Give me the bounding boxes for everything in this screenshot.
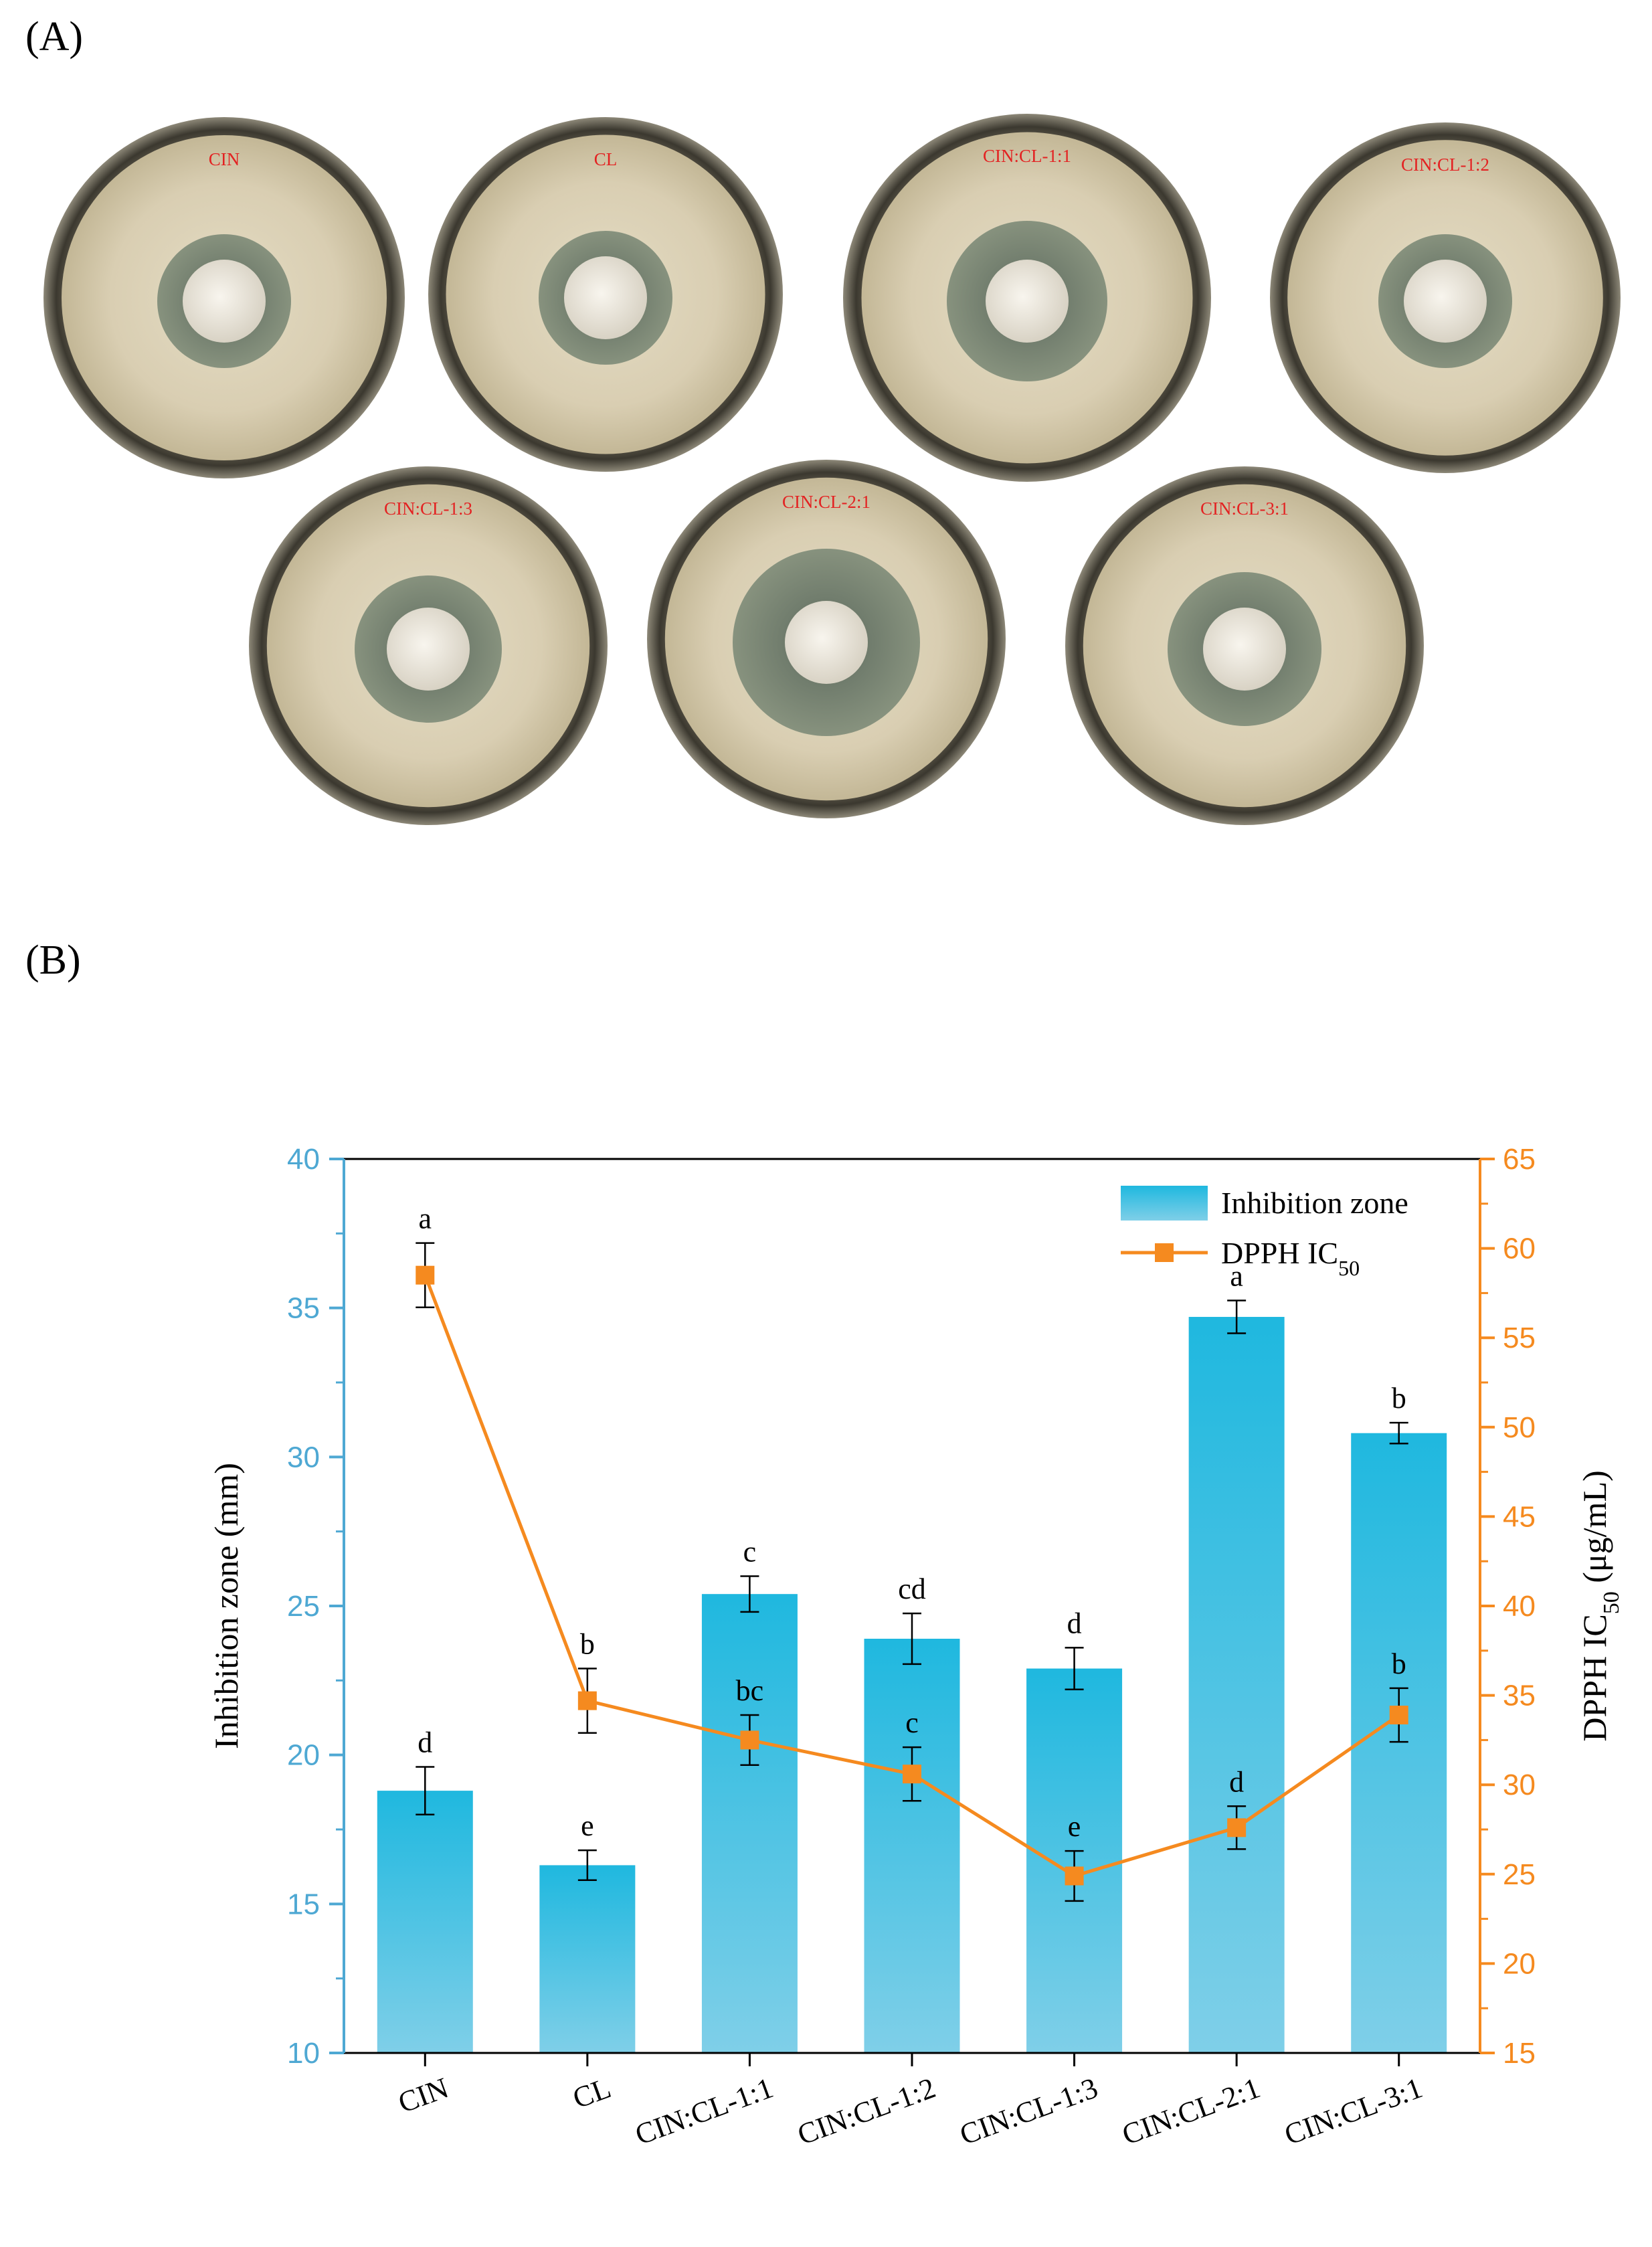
right-y-tick-label: 15 [1503,2037,1536,2070]
plate-label: CIN:CL-1:2 [1401,155,1489,175]
x-tick-label: CIN:CL-1:3 [955,2071,1102,2151]
petri-plates-photo: CIN CL CIN:CL-1:1 CIN:CL-1:2 CIN:CL-1:3 CIN:C… [43,114,1621,825]
plate-label: CIN:CL-1:1 [983,146,1071,166]
bar-error-bar [416,1766,435,1815]
bar-significance-letter: e [581,1809,594,1842]
line-significance-letter: c [905,1706,919,1739]
legend-line-label: DPPH IC50 [1221,1236,1360,1280]
legend: Inhibition zone DPPH IC50 [1121,1186,1408,1280]
right-y-tick-label: 35 [1503,1680,1536,1712]
paper-disk [183,260,266,343]
inhibition-bar [539,1865,636,2053]
legend-line-label-prefix: DPPH IC [1221,1236,1338,1270]
right-y-axis-title: DPPH IC50 (μg/mL) [1576,1470,1624,1741]
dpph-ic50-point [740,1730,759,1750]
left-y-tick-label: 10 [287,2037,320,2070]
line-significance-letter: e [1068,1810,1081,1843]
petri-plate: CIN [43,117,405,478]
plate-label: CIN:CL-2:1 [782,492,870,512]
paper-disk [387,608,470,691]
right-y-tick-label: 60 [1503,1233,1536,1265]
dpph-ic50-point [903,1765,921,1784]
plate-label: CL [594,149,618,169]
left-y-tick-label: 15 [287,1888,320,1920]
x-tick-label: CIN:CL-3:1 [1280,2071,1427,2151]
line-significance-letter: b [1392,1647,1406,1680]
right-y-axis-title-prefix: DPPH IC [1576,1614,1613,1741]
x-tick-label: CIN:CL-1:2 [794,2071,940,2151]
line-significance-letter: bc [736,1674,764,1707]
legend-bar-label: Inhibition zone [1221,1186,1408,1220]
left-y-tick-label: 25 [287,1590,320,1623]
inhibition-bar [864,1638,960,2053]
x-tick-label: CIN [394,2071,453,2119]
bar-error-bar [577,1849,597,1881]
bar-error-bar [1389,1421,1408,1445]
petri-plate: CIN:CL-2:1 [647,460,1006,818]
right-y-tick-label: 40 [1503,1590,1536,1623]
inhibition-bar [701,1594,798,2053]
line-significance-letter: b [580,1628,595,1661]
paper-disk [785,601,868,684]
inhibition-bar [377,1791,473,2053]
petri-plate: CIN:CL-1:2 [1270,122,1621,473]
left-y-tick-label: 30 [287,1441,320,1473]
x-tick-label: CL [569,2071,616,2115]
panel-a-label: (A) [25,14,84,60]
petri-plate: CIN:CL-3:1 [1065,466,1424,825]
petri-plate: CIN:CL-1:3 [249,466,608,825]
right-y-axis-title-sub: 50 [1599,1591,1624,1614]
petri-plate: CL [428,117,783,472]
bar-significance-letter: a [1230,1260,1243,1293]
bar-error-bar [903,1612,921,1666]
plate-label: CIN:CL-1:3 [384,499,472,519]
bar-error-bar [1227,1299,1247,1334]
inhibition-bar [1351,1433,1447,2053]
dpph-ic50-point [1227,1818,1247,1837]
x-tick-label: CIN:CL-2:1 [1118,2071,1265,2151]
dpph-ic50-point [416,1265,435,1285]
bar-significance-letter: d [418,1726,432,1759]
inhibition-bar [1188,1317,1285,2053]
plate-label: CIN [209,149,240,169]
bar-significance-letter: d [1067,1607,1082,1639]
legend-bar-swatch [1121,1186,1208,1221]
bar-significance-letter: b [1392,1382,1406,1415]
bar-significance-letter: c [743,1535,757,1568]
paper-disk [564,256,647,339]
line-significance-letter: d [1229,1765,1244,1798]
legend-line-label-sub: 50 [1338,1256,1360,1280]
paper-disk [1404,260,1487,343]
dpph-ic50-point [577,1691,597,1710]
dpph-ic50-point [1389,1705,1408,1724]
bar-significance-letter: cd [898,1572,926,1605]
dpph-ic50-point [1065,1866,1084,1886]
left-y-tick-label: 20 [287,1739,320,1772]
inhibition-dpph-chart: d e c cd d a b a b bc c e d b 10 15 20 25 30 35 40 15 20 25 30 35… [207,1143,1624,2151]
right-y-tick-label: 45 [1503,1500,1536,1533]
left-y-tick-label: 40 [287,1143,320,1176]
right-y-tick-label: 20 [1503,1947,1536,1980]
left-y-axis-title: Inhibition zone (mm) [207,1463,245,1749]
x-tick-label: CIN:CL-1:1 [631,2071,777,2151]
plate-label: CIN:CL-3:1 [1200,499,1289,519]
right-y-axis-title-suffix: (μg/mL) [1576,1470,1613,1591]
right-y-tick-label: 65 [1503,1143,1536,1176]
paper-disk [1203,608,1286,691]
bar-error-bar [740,1575,759,1613]
right-y-tick-label: 25 [1503,1858,1536,1891]
right-y-tick-label: 30 [1503,1769,1536,1801]
bar-error-bar [1065,1647,1084,1690]
panel-b-label: (B) [25,937,81,983]
left-y-tick-label: 35 [287,1292,320,1325]
right-y-tick-label: 50 [1503,1411,1536,1444]
paper-disk [986,260,1069,343]
right-y-tick-label: 55 [1503,1322,1536,1354]
legend-line-marker [1155,1243,1174,1262]
line-significance-letter: a [419,1202,432,1235]
petri-plate: CIN:CL-1:1 [843,114,1211,482]
